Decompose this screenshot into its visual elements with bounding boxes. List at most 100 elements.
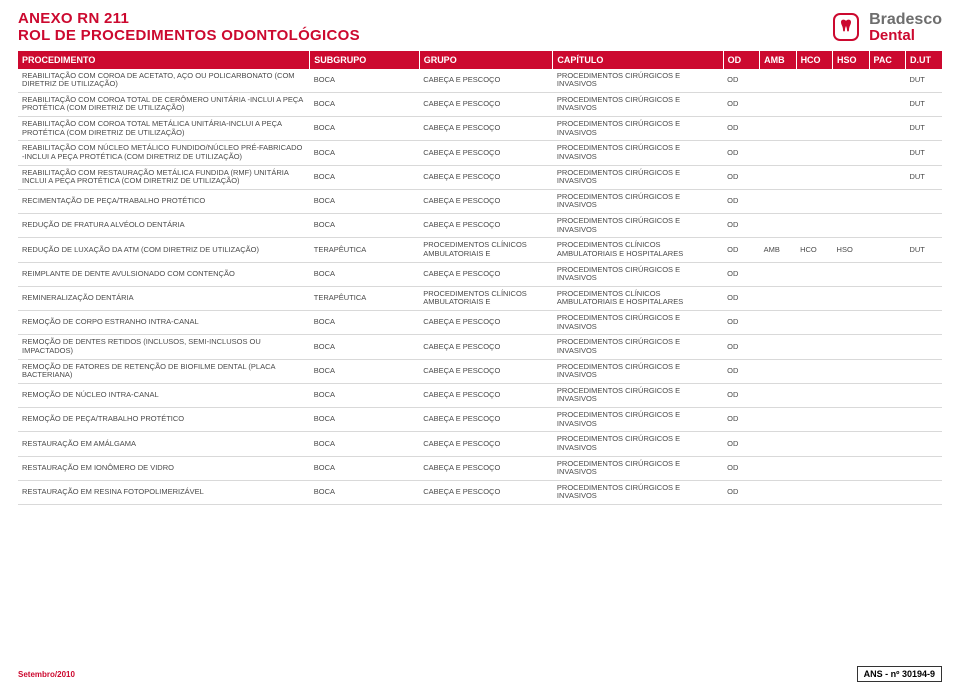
table-cell: OD <box>723 408 759 432</box>
table-cell <box>833 69 869 93</box>
table-cell: HCO <box>796 238 832 262</box>
table-cell <box>833 311 869 335</box>
table-cell: REMOÇÃO DE DENTES RETIDOS (INCLUSOS, SEM… <box>18 335 310 359</box>
table-cell <box>833 359 869 383</box>
table-cell <box>869 165 905 189</box>
table-cell <box>905 214 942 238</box>
table-cell: OD <box>723 286 759 310</box>
table-cell <box>833 480 869 504</box>
table-cell <box>796 432 832 456</box>
table-cell <box>760 456 796 480</box>
table-row: RESTAURAÇÃO EM AMÁLGAMABOCACABEÇA E PESC… <box>18 432 942 456</box>
table-cell: PROCEDIMENTOS CIRÚRGICOS E INVASIVOS <box>553 335 723 359</box>
table-cell: DUT <box>905 69 942 93</box>
table-row: REMOÇÃO DE DENTES RETIDOS (INCLUSOS, SEM… <box>18 335 942 359</box>
table-cell <box>833 141 869 165</box>
table-cell: CABEÇA E PESCOÇO <box>419 456 553 480</box>
table-header: PROCEDIMENTO SUBGRUPO GRUPO CAPÍTULO OD … <box>18 51 942 69</box>
table-cell <box>905 359 942 383</box>
table-cell <box>905 189 942 213</box>
tooth-icon <box>829 10 863 44</box>
table-cell: OD <box>723 238 759 262</box>
table-row: REABILITAÇÃO COM COROA DE ACETATO, AÇO O… <box>18 69 942 93</box>
table-cell <box>905 456 942 480</box>
table-cell: REDUÇÃO DE LUXAÇÃO DA ATM (COM DIRETRIZ … <box>18 238 310 262</box>
table-cell <box>869 432 905 456</box>
table-cell: BOCA <box>310 432 419 456</box>
col-subgrupo: SUBGRUPO <box>310 51 419 69</box>
table-cell <box>905 432 942 456</box>
table-cell: RESTAURAÇÃO EM IONÔMERO DE VIDRO <box>18 456 310 480</box>
table-cell <box>833 456 869 480</box>
table-cell <box>760 262 796 286</box>
table-cell <box>869 262 905 286</box>
table-cell <box>760 432 796 456</box>
title-line-1: ANEXO RN 211 <box>18 10 360 27</box>
table-cell: BOCA <box>310 383 419 407</box>
table-cell: RESTAURAÇÃO EM RESINA FOTOPOLIMERIZÁVEL <box>18 480 310 504</box>
table-cell <box>905 335 942 359</box>
table-cell <box>760 335 796 359</box>
table-cell: REDUÇÃO DE FRATURA ALVÉOLO DENTÁRIA <box>18 214 310 238</box>
table-cell <box>905 408 942 432</box>
table-row: REMOÇÃO DE FATORES DE RETENÇÃO DE BIOFIL… <box>18 359 942 383</box>
table-cell: CABEÇA E PESCOÇO <box>419 311 553 335</box>
table-cell <box>869 383 905 407</box>
table-cell: PROCEDIMENTOS CIRÚRGICOS E INVASIVOS <box>553 311 723 335</box>
table-cell: CABEÇA E PESCOÇO <box>419 92 553 116</box>
table-cell: PROCEDIMENTOS CIRÚRGICOS E INVASIVOS <box>553 117 723 141</box>
table-cell <box>760 92 796 116</box>
table-cell: RECIMENTAÇÃO DE PEÇA/TRABALHO PROTÉTICO <box>18 189 310 213</box>
table-cell: OD <box>723 335 759 359</box>
table-cell: BOCA <box>310 189 419 213</box>
table-cell <box>905 286 942 310</box>
table-cell: PROCEDIMENTOS CLÍNICOS AMBULATORIAIS E <box>419 238 553 262</box>
table-cell: PROCEDIMENTOS CIRÚRGICOS E INVASIVOS <box>553 92 723 116</box>
table-row: RESTAURAÇÃO EM RESINA FOTOPOLIMERIZÁVELB… <box>18 480 942 504</box>
table-cell <box>796 456 832 480</box>
col-amb: AMB <box>760 51 796 69</box>
table-cell: DUT <box>905 117 942 141</box>
table-cell: OD <box>723 69 759 93</box>
table-cell <box>760 214 796 238</box>
table-cell <box>833 335 869 359</box>
table-cell: PROCEDIMENTOS CIRÚRGICOS E INVASIVOS <box>553 383 723 407</box>
table-cell: DUT <box>905 141 942 165</box>
table-cell: BOCA <box>310 262 419 286</box>
table-cell <box>760 286 796 310</box>
table-cell: DUT <box>905 238 942 262</box>
table-cell: REMOÇÃO DE CORPO ESTRANHO INTRA-CANAL <box>18 311 310 335</box>
table-cell: PROCEDIMENTOS CIRÚRGICOS E INVASIVOS <box>553 456 723 480</box>
table-cell: CABEÇA E PESCOÇO <box>419 359 553 383</box>
col-pac: PAC <box>869 51 905 69</box>
table-row: REABILITAÇÃO COM COROA TOTAL METÁLICA UN… <box>18 117 942 141</box>
table-cell: PROCEDIMENTOS CLÍNICOS AMBULATORIAIS E H… <box>553 238 723 262</box>
table-cell: BOCA <box>310 456 419 480</box>
table-cell: BOCA <box>310 335 419 359</box>
table-cell: OD <box>723 214 759 238</box>
table-cell <box>833 432 869 456</box>
title-line-2: ROL DE PROCEDIMENTOS ODONTOLÓGICOS <box>18 27 360 44</box>
table-cell <box>760 189 796 213</box>
table-cell <box>796 214 832 238</box>
table-cell: PROCEDIMENTOS CIRÚRGICOS E INVASIVOS <box>553 480 723 504</box>
table-cell: DUT <box>905 92 942 116</box>
table-row: REMOÇÃO DE PEÇA/TRABALHO PROTÉTICOBOCACA… <box>18 408 942 432</box>
table-cell <box>796 141 832 165</box>
table-row: REMOÇÃO DE NÚCLEO INTRA-CANALBOCACABEÇA … <box>18 383 942 407</box>
table-cell <box>796 335 832 359</box>
table-cell: RESTAURAÇÃO EM AMÁLGAMA <box>18 432 310 456</box>
table-cell <box>796 311 832 335</box>
table-cell <box>833 383 869 407</box>
col-hco: HCO <box>796 51 832 69</box>
table-cell <box>796 117 832 141</box>
table-cell <box>760 117 796 141</box>
table-cell: PROCEDIMENTOS CIRÚRGICOS E INVASIVOS <box>553 214 723 238</box>
table-cell <box>833 165 869 189</box>
table-cell: CABEÇA E PESCOÇO <box>419 432 553 456</box>
table-cell <box>905 480 942 504</box>
table-cell <box>760 480 796 504</box>
table-cell <box>905 262 942 286</box>
table-cell <box>796 92 832 116</box>
table-cell: PROCEDIMENTOS CIRÚRGICOS E INVASIVOS <box>553 189 723 213</box>
